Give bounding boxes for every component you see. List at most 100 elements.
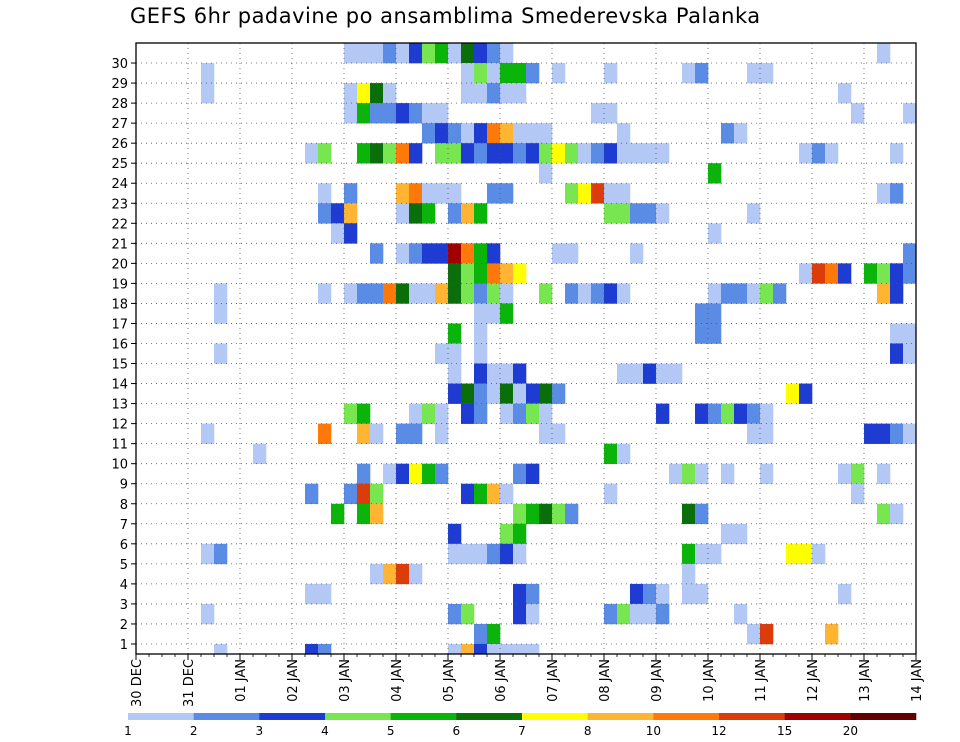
heatmap-cell [695,323,709,344]
heatmap-cell [396,43,410,64]
y-tick-label: 8 [120,498,128,513]
heatmap-cell [591,183,605,204]
heatmap-cell [552,503,566,525]
heatmap-cell [500,43,514,64]
color-legend: 1 2 3 4 5 6 7 8 10 12 15 20 [124,713,917,738]
heatmap-cell [435,243,449,264]
heatmap-cell [474,143,488,164]
x-axis: 30 DEC 31 DEC 01 JAN 02 JAN 03 JAN 04 JAN 05 J… [130,654,925,707]
heatmap-cell [370,563,384,585]
legend-label: 12 [711,724,726,738]
heatmap-cell [500,483,514,505]
heatmap-cell [357,423,371,444]
heatmap-cell [409,403,423,424]
heatmap-cell [708,543,722,565]
heatmap-cell [604,603,618,625]
heatmap-cell [396,423,410,444]
heatmap-cell [539,123,553,144]
heatmap-cell [448,243,462,264]
heatmap-cell [487,123,501,144]
heatmap-cell [721,523,735,545]
heatmap-cell [396,203,410,224]
heatmap-cell [539,423,553,444]
heatmap-cell [331,203,345,224]
heatmap-cell [448,183,462,204]
heatmap-cell [513,83,527,104]
legend-label: 1 [124,724,132,738]
heatmap-cell [448,543,462,565]
heatmap-cell [799,543,813,565]
heatmap-cell [474,83,488,104]
heatmap-cell [448,43,462,64]
heatmap-cell [708,403,722,424]
heatmap-cell [526,583,540,605]
heatmap-cells [201,43,917,655]
heatmap-cell [396,283,410,304]
heatmap-cell [461,143,475,164]
heatmap-cell [565,183,579,204]
y-tick-label: 9 [120,478,128,493]
legend-swatch [522,713,588,720]
heatmap-cell [422,463,436,485]
heatmap-cell [435,123,449,144]
heatmap-cell [513,583,527,605]
heatmap-cell [318,643,332,655]
heatmap-cell [747,403,761,424]
heatmap-cell [903,423,917,444]
heatmap-cell [214,303,228,324]
heatmap-cell [903,323,917,344]
heatmap-cell [565,283,579,304]
y-tick-label: 26 [111,137,128,152]
heatmap-cell [526,463,540,485]
heatmap-cell [422,283,436,304]
heatmap-cell [617,203,631,224]
heatmap-cell [747,63,761,84]
heatmap-cell [305,483,319,505]
heatmap-cell [357,403,371,424]
heatmap-cell [656,203,670,224]
heatmap-cell [253,443,267,464]
heatmap-cell [500,183,514,204]
legend-swatch [850,713,917,720]
heatmap-cell [682,63,696,84]
heatmap-cell [656,143,670,164]
heatmap-cell [526,383,540,404]
heatmap-cell [214,643,228,655]
heatmap-cell [474,43,488,64]
heatmap-cell [877,423,891,444]
heatmap-cell [526,603,540,625]
heatmap-cell [513,143,527,164]
heatmap-cell [526,63,540,84]
heatmap-cell [487,283,501,304]
heatmap-cell [734,403,748,424]
x-tick-label: 05 JAN [442,659,457,702]
heatmap-cell [409,183,423,204]
heatmap-cell [500,403,514,424]
heatmap-cell [682,583,696,605]
heatmap-cell [487,623,501,645]
y-tick-label: 21 [111,237,128,252]
heatmap-cell [448,323,462,344]
legend-label: 3 [256,724,264,738]
heatmap-cell [409,563,423,585]
heatmap-cell [370,483,384,505]
heatmap-cell [604,183,618,204]
heatmap-cell [851,103,865,124]
heatmap-cell [643,603,657,625]
heatmap-cell [565,143,579,164]
heatmap-cell [435,103,449,124]
heatmap-cell [721,123,735,144]
heatmap-cell [552,63,566,84]
heatmap-cell [383,143,397,164]
legend-label: 5 [387,724,395,738]
heatmap-cell [305,143,319,164]
heatmap-cell [344,43,358,64]
heatmap-cell [487,643,501,655]
heatmap-cell [487,303,501,324]
heatmap-cell [903,243,917,264]
heatmap-cell [513,503,527,525]
heatmap-cell [591,103,605,124]
heatmap-cell [695,403,709,424]
heatmap-cell [448,523,462,545]
heatmap-cell [461,383,475,404]
